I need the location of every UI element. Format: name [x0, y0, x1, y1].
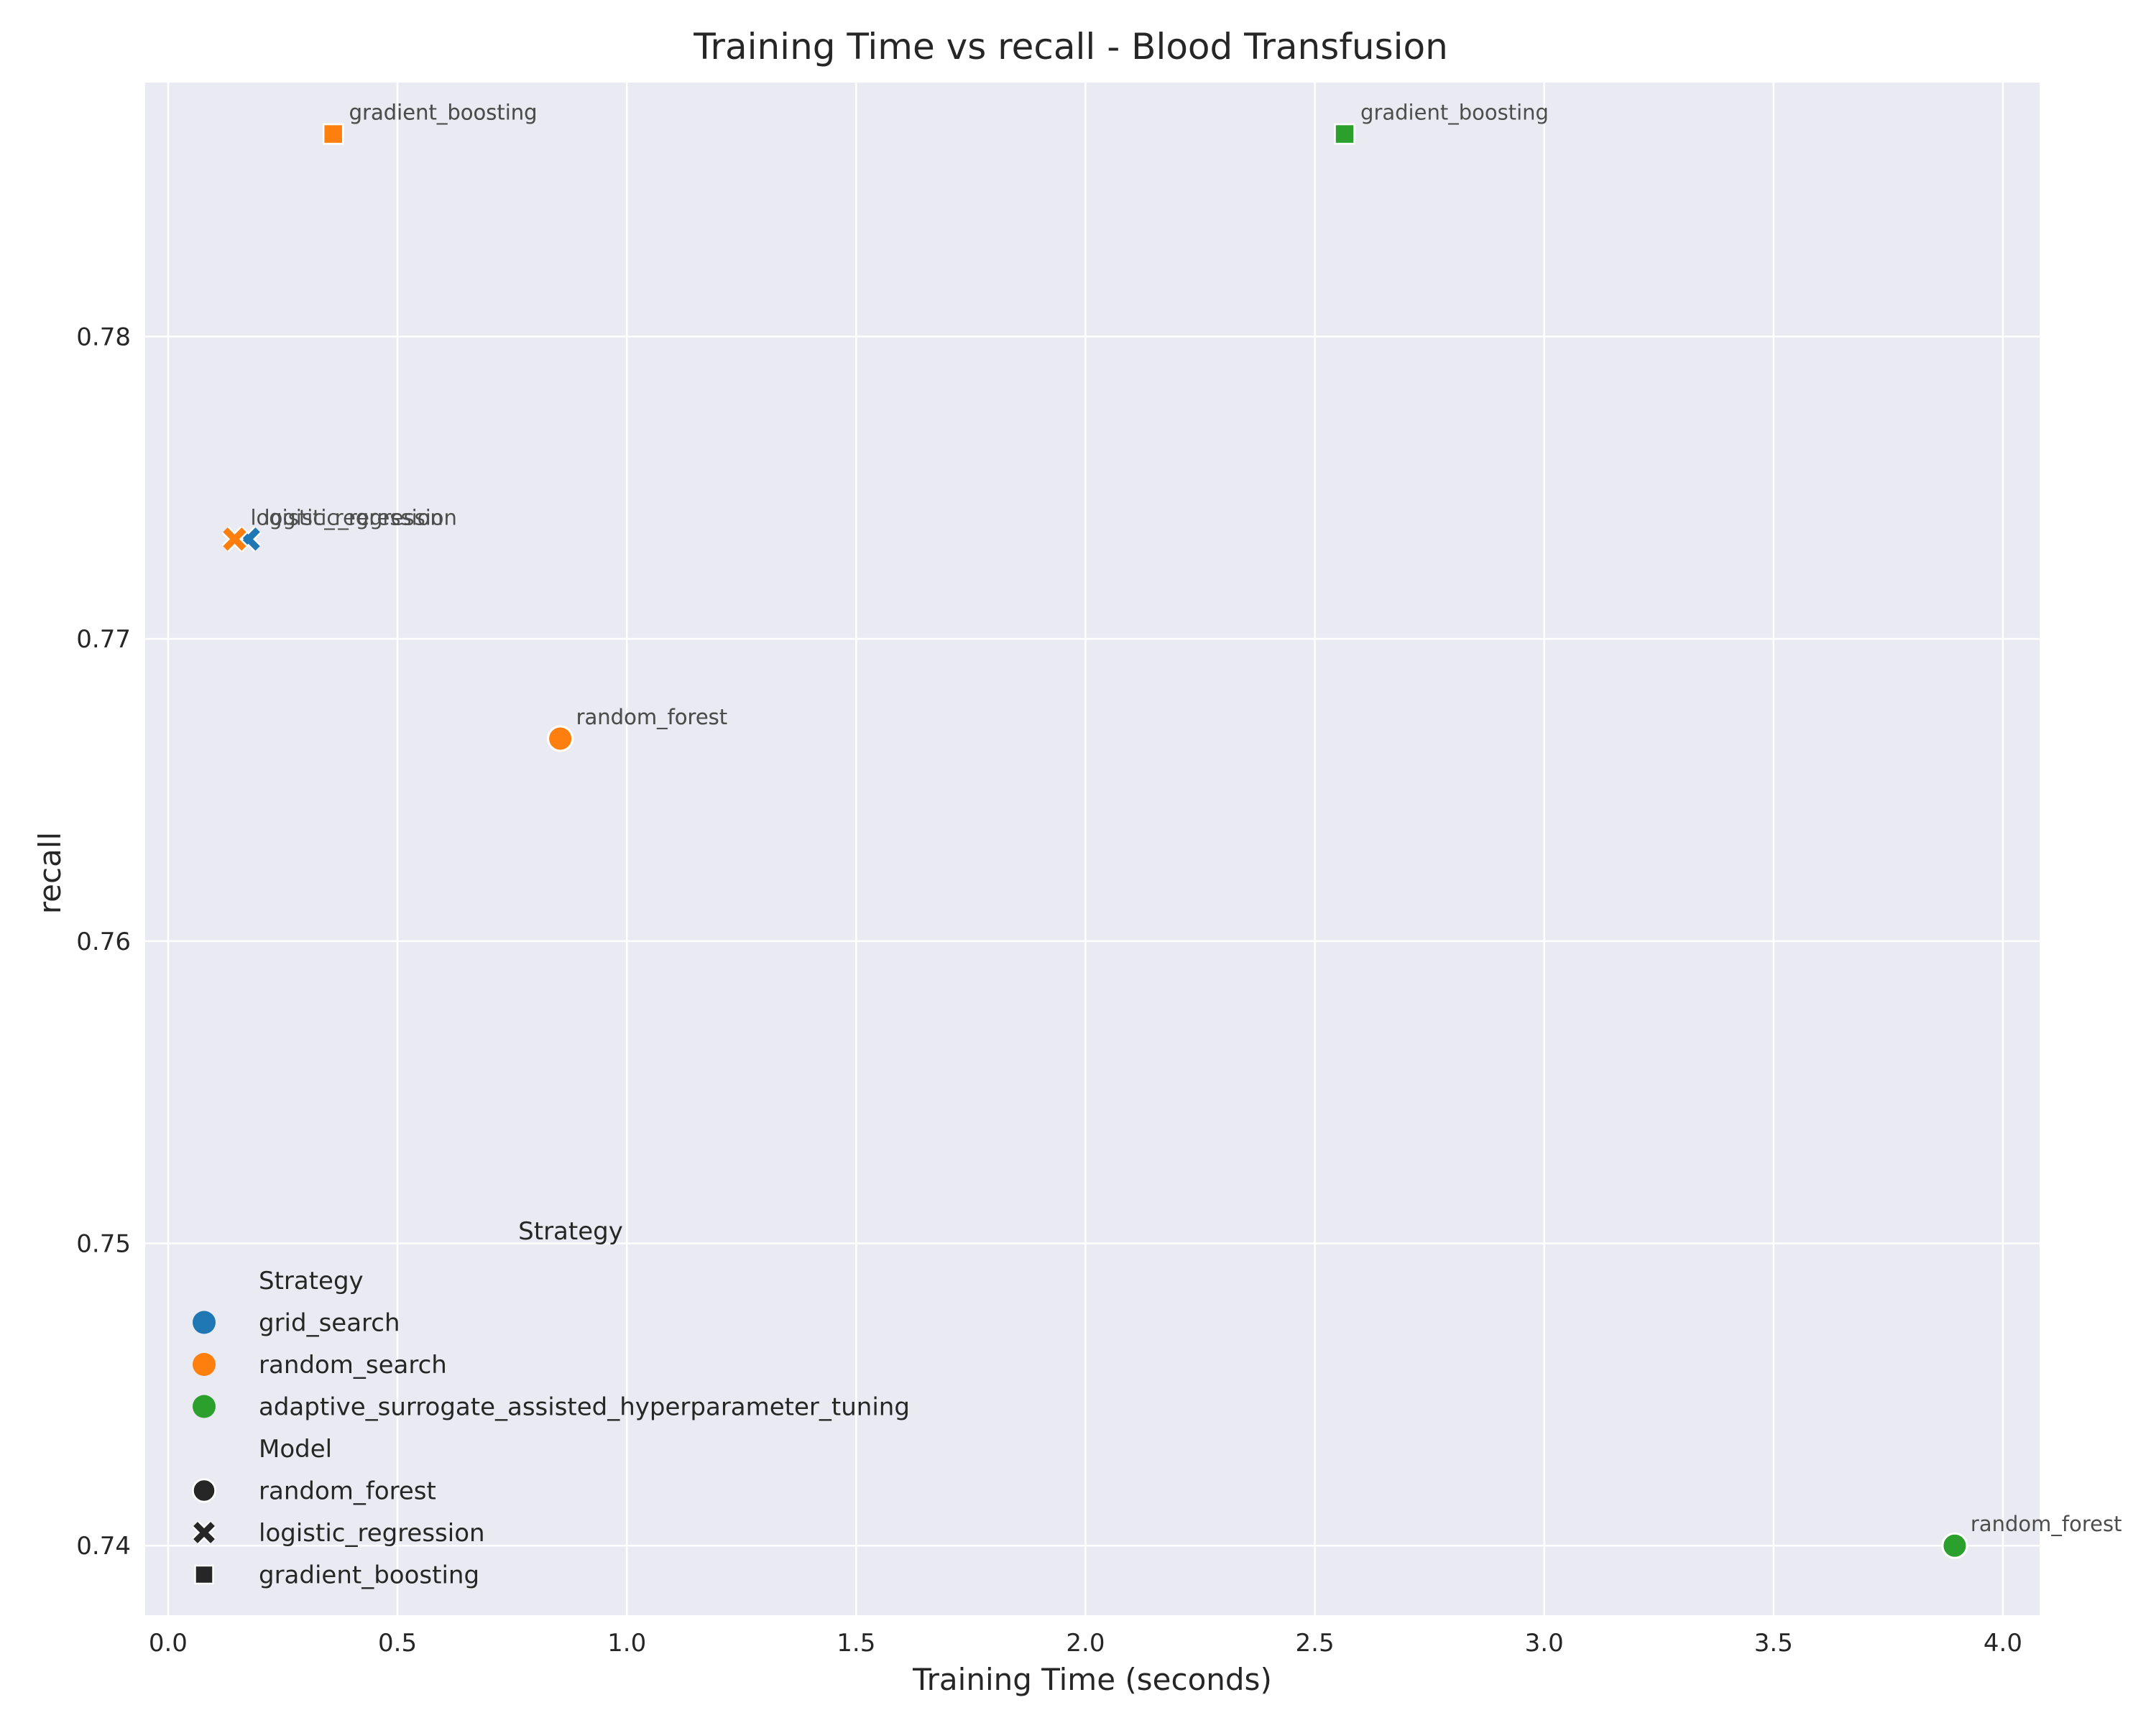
legend-model-label: random_forest	[259, 1477, 436, 1506]
legend-strategy-label: grid_search	[259, 1309, 400, 1338]
legend-strategy-label: random_search	[259, 1351, 447, 1380]
x-tick-label: 2.0	[1066, 1629, 1105, 1658]
legend-strategy-label: adaptive_surrogate_assisted_hyperparamet…	[259, 1393, 910, 1422]
legend-model-title: Model	[259, 1435, 332, 1464]
legend-model-label: logistic_regression	[259, 1519, 485, 1548]
y-tick-label: 0.75	[76, 1230, 131, 1259]
data-point	[1334, 123, 1355, 145]
legend-model-marker	[194, 1564, 214, 1585]
point-annotation: random_forest	[1971, 1512, 2122, 1536]
legend-strategy-marker	[193, 1311, 216, 1334]
data-points	[221, 123, 1968, 1559]
point-annotation: random_forest	[576, 705, 728, 729]
legend-strategy-marker	[193, 1395, 216, 1418]
data-point	[221, 526, 248, 553]
data-point	[1941, 1532, 1968, 1559]
point-annotation: logistic_regression	[264, 505, 457, 530]
x-tick-label: 0.0	[149, 1629, 188, 1658]
tick-labels: 0.0 0.5 1.0 1.5 2.0 2.5 3.0 3.5 4.0 0.74 0.75 0.76 0…	[76, 323, 2022, 1658]
plot-area	[145, 83, 2040, 1615]
y-axis-label: recall	[32, 832, 68, 914]
point-annotation: random_forest	[576, 705, 728, 729]
x-tick-label: 3.5	[1754, 1629, 1793, 1658]
y-tick-label: 0.77	[76, 625, 131, 654]
x-tick-label: 4.0	[1984, 1629, 2022, 1658]
x-axis-label: Training Time (seconds)	[912, 1662, 1272, 1697]
y-tick-label: 0.76	[76, 928, 131, 956]
floating-legend-title: Strategy	[518, 1217, 623, 1246]
point-annotations: random_forest logistic_regression gradient…	[250, 101, 2122, 1537]
legend-model-marker	[192, 1520, 216, 1545]
y-tick-label: 0.78	[76, 323, 131, 351]
legend-model-label: gradient_boosting	[259, 1561, 479, 1590]
x-tick-label: 2.5	[1296, 1629, 1335, 1658]
point-annotation: gradient_boosting	[349, 101, 538, 125]
x-tick-label: 3.0	[1525, 1629, 1564, 1658]
point-annotation: logistic_regression	[250, 505, 443, 530]
grid-lines	[145, 83, 2040, 1615]
x-tick-label: 0.5	[378, 1629, 417, 1658]
legend: Strategy grid_search random_search adaptive…	[191, 1267, 910, 1590]
data-point	[547, 725, 574, 752]
chart-title: Training Time vs recall - Blood Transfus…	[693, 26, 1448, 68]
x-tick-label: 1.0	[607, 1629, 646, 1658]
x-tick-label: 1.5	[837, 1629, 875, 1658]
data-point	[322, 123, 344, 145]
y-tick-label: 0.74	[76, 1532, 131, 1561]
point-annotation: gradient_boosting	[1360, 101, 1549, 125]
legend-strategy-title: Strategy	[259, 1267, 364, 1295]
point-annotation: gradient_boosting	[349, 101, 538, 125]
legend-strategy-marker	[193, 1353, 216, 1376]
legend-model-marker	[191, 1478, 217, 1503]
